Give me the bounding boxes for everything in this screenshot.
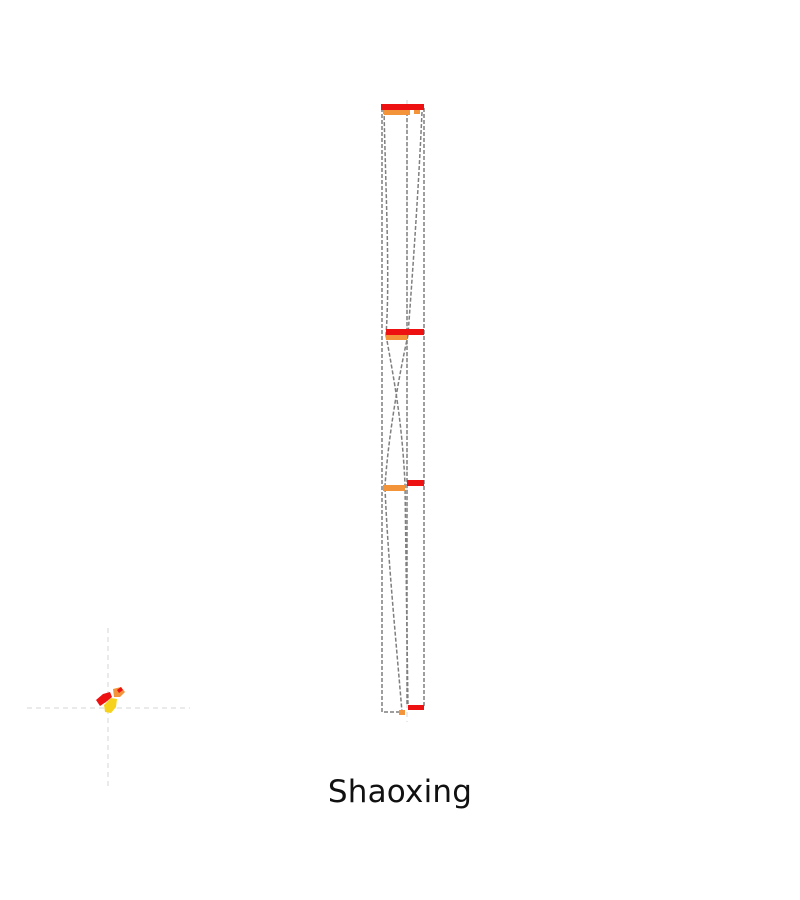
inset-district-red-small [117,687,123,693]
district-top-band [381,104,424,110]
district-upper-band [386,329,424,335]
boundary-cross-upper [383,109,389,336]
boundary-cross-lower [384,487,403,713]
district-top-sub [384,110,410,115]
boundary-cross-upper-right [407,111,423,336]
boundary-right-edge [407,108,425,709]
map-title: Shaoxing [327,774,473,810]
inset-district-red [96,692,112,706]
inset-city-shape [96,687,125,713]
main-map-boundaries [381,107,425,713]
district-top-right-speck [414,110,420,114]
boundary-cross-lower-right [404,483,409,707]
inset-map [27,628,190,790]
boundary-left-edge [381,108,404,713]
main-map-districts [381,104,424,715]
district-middle-left [383,485,405,491]
district-bottom-right [408,705,424,710]
district-upper-sub [386,335,407,340]
boundary-cross-middle [385,334,406,485]
district-bottom-left [399,710,405,715]
inset-district-yellow [104,698,117,713]
district-middle-right [407,480,424,486]
